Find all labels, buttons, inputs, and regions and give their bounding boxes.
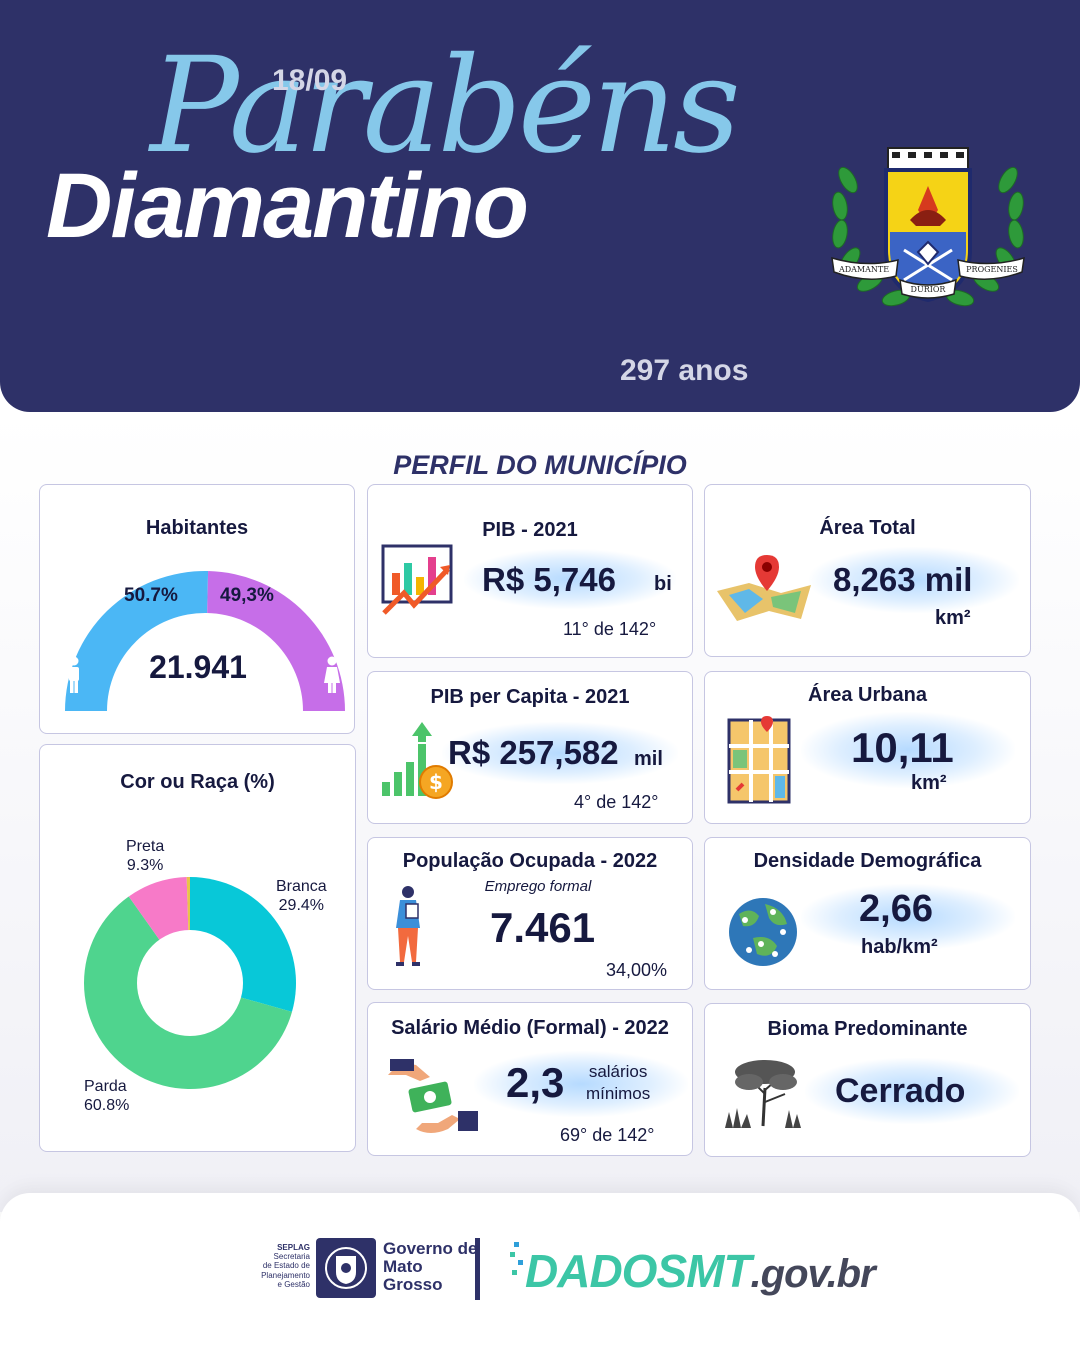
footer xyxy=(0,1193,1080,1350)
svg-text:DURIOR: DURIOR xyxy=(911,285,947,294)
pib-capita-value: R$ 257,582 xyxy=(448,734,619,771)
gauge-female-segment xyxy=(207,571,345,711)
cor-raca-donut-chart xyxy=(83,877,296,1089)
populacao-title: População Ocupada - 2022 xyxy=(402,850,658,872)
parda-pct: 60.8% xyxy=(84,1097,130,1115)
area-total-title: Área Total xyxy=(819,517,916,539)
area-urbana-card: Área Urbana 10,11 km² xyxy=(704,671,1031,824)
globe-people-icon xyxy=(729,898,797,966)
parabens-script-title: Parabéns xyxy=(150,29,741,183)
pib-card: PIB - 2021 R$ 5,746 bi 11° de 142° xyxy=(367,484,693,658)
growth-chart-icon xyxy=(381,544,453,615)
female-percentage: 49,3% xyxy=(220,585,274,606)
bioma-value: Cerrado xyxy=(835,1072,966,1110)
female-person-icon xyxy=(324,656,340,693)
densidade-card: Densidade Demográfica 2,66 hab/km² xyxy=(704,837,1031,990)
governo-mato-grosso-logo: Governo de Mato Grosso xyxy=(383,1239,478,1294)
habitantes-title: Habitantes xyxy=(145,517,249,539)
pib-title: PIB - 2021 xyxy=(482,519,578,541)
svg-text:$: $ xyxy=(429,770,443,794)
populacao-pct: 34,00% xyxy=(606,960,668,980)
cor-raca-title: Cor ou Raça (%) xyxy=(120,771,275,793)
area-total-card: Área Total 8,263 mil km² xyxy=(704,484,1031,657)
seplag-label: SEPLAG Secretaria de Estado de Planejame… xyxy=(261,1243,310,1289)
parda-label: Parda 60.8% xyxy=(84,1077,129,1115)
donut-hole xyxy=(137,930,243,1036)
money-hands-icon xyxy=(388,1059,478,1133)
densidade-title: Densidade Demográfica xyxy=(753,850,982,872)
bioma-card: Bioma Predominante Cerrado xyxy=(704,1003,1031,1157)
branca-name: Branca xyxy=(276,878,327,895)
pib-capita-rank: 4° de 142° xyxy=(574,792,659,812)
pib-capita-card: PIB per Capita - 2021 $ R$ 257,582 mil 4… xyxy=(367,671,693,824)
populacao-value: 7.461 xyxy=(490,904,596,951)
pib-value: R$ 5,746 xyxy=(482,561,616,598)
municipal-crest-icon: ADAMANTE DURIOR PROGENIES xyxy=(831,147,1025,307)
densidade-value: 2,66 xyxy=(859,888,933,930)
salario-value: 2,3 xyxy=(506,1059,565,1106)
pib-rank: 11° de 142° xyxy=(563,619,657,639)
section-title: PERFIL DO MUNICÍPIO xyxy=(393,450,687,480)
area-urbana-title: Área Urbana xyxy=(808,684,927,706)
salario-unit-line1: salários xyxy=(588,1062,648,1081)
salario-unit: salários mínimos xyxy=(586,1061,650,1105)
male-person-icon xyxy=(69,656,79,693)
salario-title: Salário Médio (Formal) - 2022 xyxy=(391,1017,669,1039)
bioma-title: Bioma Predominante xyxy=(767,1018,968,1040)
pib-unit: bi xyxy=(654,573,672,595)
densidade-unit: hab/km² xyxy=(861,936,938,958)
parda-name: Parda xyxy=(84,1078,127,1095)
populacao-subtitle: Emprego formal xyxy=(484,878,592,895)
worker-person-icon xyxy=(396,886,420,966)
dadosmt-domain: .gov.br xyxy=(750,1252,876,1296)
populacao-card: População Ocupada - 2022 Emprego formal … xyxy=(367,837,693,990)
city-map-icon xyxy=(727,716,791,804)
pib-capita-unit: mil xyxy=(634,748,663,770)
preta-label: Preta 9.3% xyxy=(126,837,164,875)
area-urbana-unit: km² xyxy=(911,772,947,794)
city-name: Diamantino xyxy=(46,155,529,257)
salario-rank: 69° de 142° xyxy=(560,1125,655,1145)
area-urbana-value: 10,11 xyxy=(851,724,954,771)
area-total-value: 8,263 mil xyxy=(833,561,973,598)
cor-raca-card: Cor ou Raça (%) Branca 29.4% Parda 60.8%… xyxy=(39,744,356,1152)
svg-text:ADAMANTE: ADAMANTE xyxy=(838,265,889,274)
habitantes-total: 21.941 xyxy=(149,649,247,685)
mato-grosso-coat-of-arms-icon xyxy=(316,1238,376,1298)
dadosmt-logo[interactable]: DADOSMT.gov.br xyxy=(525,1245,876,1297)
habitantes-gauge xyxy=(65,571,345,711)
svg-text:PROGENIES: PROGENIES xyxy=(966,265,1018,274)
branca-pct: 29.4% xyxy=(278,897,325,915)
gauge-male-segment xyxy=(65,571,209,711)
anniversary-date: 18/09 xyxy=(272,64,348,97)
dadosmt-pixel-icon xyxy=(510,1242,523,1275)
dadosmt-brand: DADOSMT xyxy=(525,1245,752,1297)
salario-card: Salário Médio (Formal) - 2022 2,3 salári… xyxy=(367,1002,693,1156)
footer-divider xyxy=(475,1238,480,1300)
preta-name: Preta xyxy=(126,838,165,855)
branca-label: Branca 29.4% xyxy=(276,877,327,915)
preta-pct: 9.3% xyxy=(126,857,164,875)
money-growth-icon: $ xyxy=(382,722,453,799)
cerrado-tree-icon xyxy=(725,1060,801,1128)
habitantes-card: Habitantes 50.7% 49,3% 21.941 xyxy=(39,484,355,734)
years-label: 297 anos xyxy=(620,354,749,387)
map-pin-icon xyxy=(717,555,811,621)
male-percentage: 50.7% xyxy=(124,585,178,606)
pib-capita-title: PIB per Capita - 2021 xyxy=(430,686,630,708)
area-total-unit: km² xyxy=(935,607,971,629)
salario-unit-line2: mínimos xyxy=(586,1084,651,1104)
